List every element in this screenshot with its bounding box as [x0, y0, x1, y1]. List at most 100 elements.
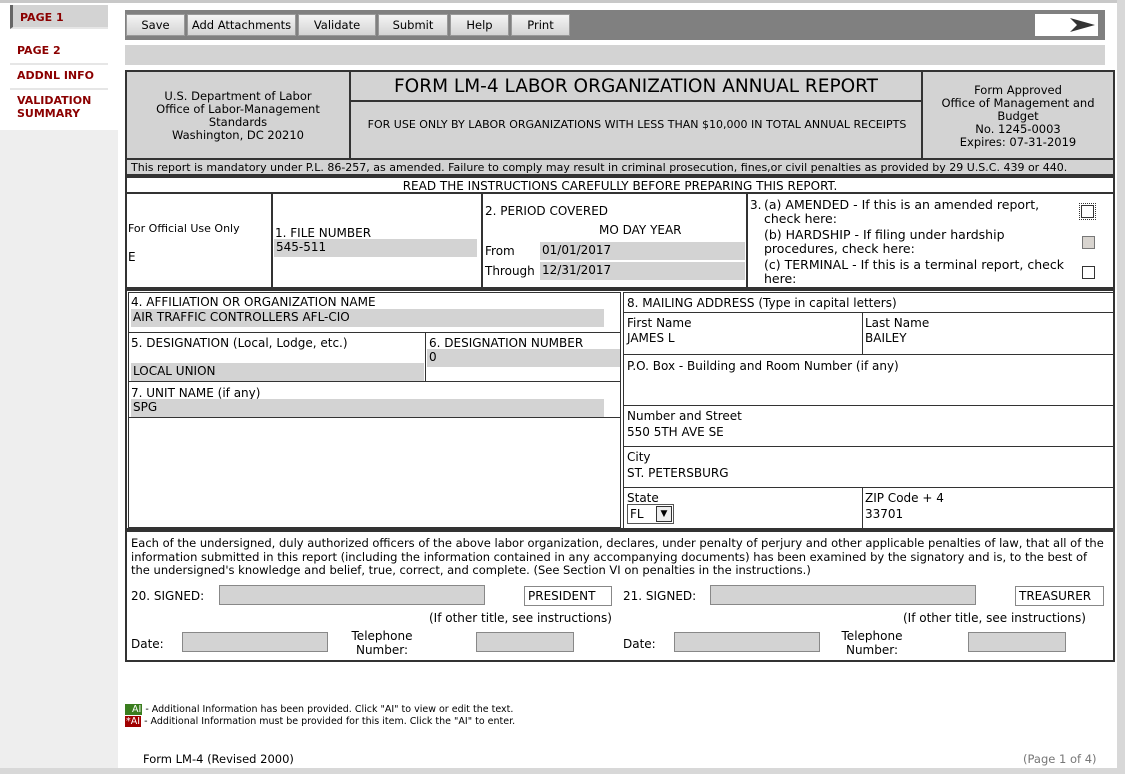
- hardship-label: (b) HARDSHIP - If filing under hardship …: [764, 227, 1005, 256]
- ai-legend: AI - Additional Information has been pro…: [125, 704, 515, 728]
- arrow-right-icon: [1070, 18, 1095, 32]
- agency-office: Office of Labor-Management Standards: [156, 102, 320, 129]
- item-3-number: 3.: [750, 198, 762, 212]
- phone-20-field[interactable]: [476, 632, 574, 652]
- sidebar-item-validation-summary[interactable]: VALIDATION SUMMARY: [17, 94, 92, 120]
- page-indicator: (Page 1 of 4): [1023, 752, 1097, 766]
- city-field[interactable]: ST. PETERSBURG: [627, 466, 729, 480]
- unit-name-field[interactable]: SPG: [131, 399, 604, 417]
- phone-21-field[interactable]: [968, 632, 1066, 652]
- period-columns: MO DAY YEAR: [599, 223, 682, 237]
- form-revision: Form LM-4 (Revised 2000): [143, 752, 294, 766]
- scrollbar[interactable]: [1117, 0, 1125, 774]
- official-use-value: E: [128, 250, 136, 264]
- signed-20-field[interactable]: [219, 585, 485, 605]
- save-button[interactable]: Save: [126, 14, 185, 36]
- organization-section: 4. AFFILIATION OR ORGANIZATION NAME AIR …: [125, 289, 1115, 530]
- sidebar-item-page-1[interactable]: PAGE 1: [10, 5, 108, 29]
- next-page-button[interactable]: [1035, 14, 1098, 36]
- designation-number-field[interactable]: 0: [427, 349, 620, 367]
- designation-label: 5. DESIGNATION (Local, Lodge, etc.): [131, 336, 348, 350]
- street-field[interactable]: 550 5TH AVE SE: [627, 425, 724, 439]
- omb-expires: Expires: 07-31-2019: [959, 135, 1077, 149]
- mandatory-notice: This report is mandatory under P.L. 86-2…: [131, 161, 1068, 174]
- omb-number: No. 1245-0003: [975, 122, 1061, 136]
- toolbar: Save Add Attachments Validate Submit Hel…: [125, 10, 1105, 40]
- signed-21-field[interactable]: [710, 585, 976, 605]
- terminal-label: (c) TERMINAL - If this is a terminal rep…: [764, 257, 1064, 286]
- identification-row: For Official Use Only E 1. FILE NUMBER 5…: [125, 192, 1115, 289]
- from-label: From: [485, 244, 515, 258]
- bottom-border: [0, 768, 1125, 774]
- signed-20-label: 20. SIGNED:: [131, 589, 205, 603]
- file-number-label: 1. FILE NUMBER: [275, 226, 372, 240]
- top-border: [0, 0, 1125, 3]
- state-label: State: [627, 491, 659, 505]
- street-label: Number and Street: [627, 409, 742, 423]
- designation-field[interactable]: LOCAL UNION: [131, 363, 424, 381]
- file-number-field[interactable]: 545-511: [274, 239, 477, 257]
- period-label: 2. PERIOD COVERED: [485, 204, 609, 218]
- official-use-label: For Official Use Only: [128, 222, 240, 235]
- agency-name: U.S. Department of Labor: [164, 89, 312, 103]
- sidebar: PAGE 1 PAGE 2 ADDNL INFO VALIDATION SUMM…: [10, 5, 108, 130]
- designation-number-label: 6. DESIGNATION NUMBER: [429, 336, 584, 350]
- last-name-label: Last Name: [865, 316, 930, 330]
- help-button[interactable]: Help: [450, 14, 509, 36]
- amended-label: (a) AMENDED - If this is an amended repo…: [764, 197, 1040, 226]
- validate-button[interactable]: Validate: [298, 14, 376, 36]
- city-label: City: [627, 450, 651, 464]
- hardship-checkbox[interactable]: [1082, 236, 1095, 249]
- last-name-field[interactable]: BAILEY: [865, 331, 907, 345]
- submit-button[interactable]: Submit: [378, 14, 448, 36]
- date-21-label: Date:: [623, 637, 656, 651]
- date-20-label: Date:: [131, 637, 164, 651]
- amended-checkbox[interactable]: [1079, 203, 1096, 220]
- date-20-field[interactable]: [182, 632, 328, 652]
- omb-approved: Form Approved: [974, 83, 1062, 97]
- org-name-label: 4. AFFILIATION OR ORGANIZATION NAME: [131, 295, 376, 309]
- zip-field[interactable]: 33701: [865, 507, 904, 521]
- state-select[interactable]: FL ▼: [627, 504, 674, 524]
- instructions-notice: READ THE INSTRUCTIONS CAREFULLY BEFORE P…: [402, 179, 838, 193]
- through-label: Through: [485, 264, 535, 278]
- phone-21-label: Telephone Number:: [841, 629, 903, 657]
- agency-address: Washington, DC 20210: [171, 128, 304, 142]
- sidebar-item-addnl-info[interactable]: ADDNL INFO: [10, 63, 108, 90]
- org-name-field[interactable]: AIR TRAFFIC CONTROLLERS AFL-CIO: [131, 309, 604, 327]
- sidebar-item-page-2[interactable]: PAGE 2: [10, 38, 108, 65]
- add-attachments-button[interactable]: Add Attachments: [187, 14, 296, 36]
- agency-block: U.S. Department of Labor Office of Labor…: [127, 90, 349, 142]
- terminal-checkbox[interactable]: [1082, 266, 1095, 279]
- title-21-field[interactable]: TREASURER: [1015, 586, 1104, 606]
- date-21-field[interactable]: [674, 632, 820, 652]
- first-name-field[interactable]: JAMES L: [627, 331, 675, 345]
- unit-name-label: 7. UNIT NAME (if any): [131, 386, 261, 400]
- period-from-field[interactable]: 01/01/2017: [540, 242, 745, 260]
- status-bar: [125, 45, 1105, 65]
- state-value: FL: [630, 507, 644, 521]
- print-button[interactable]: Print: [511, 14, 570, 36]
- form-subtitle: FOR USE ONLY BY LABOR ORGANIZATIONS WITH…: [367, 118, 907, 131]
- chevron-down-icon[interactable]: ▼: [656, 506, 672, 522]
- phone-20-label: Telephone Number:: [351, 629, 413, 657]
- signature-section: Each of the undersigned, duly authorized…: [125, 530, 1115, 662]
- left-background: [0, 130, 118, 774]
- zip-label: ZIP Code + 4: [865, 491, 944, 505]
- ai-provided-text: - Additional Information has been provid…: [142, 704, 514, 715]
- mailing-address-label: 8. MAILING ADDRESS (Type in capital lett…: [627, 296, 897, 310]
- first-name-label: First Name: [627, 316, 692, 330]
- signed-21-label: 21. SIGNED:: [623, 589, 697, 603]
- omb-office: Office of Management and Budget: [941, 96, 1095, 123]
- ai-required-text: - Additional Information must be provide…: [141, 716, 516, 727]
- ai-provided-badge[interactable]: AI: [125, 704, 143, 715]
- title-20-field[interactable]: PRESIDENT: [524, 586, 612, 606]
- form-title: FORM LM-4 LABOR ORGANIZATION ANNUAL REPO…: [394, 76, 878, 97]
- period-through-field[interactable]: 12/31/2017: [540, 262, 745, 280]
- omb-block: Form Approved Office of Management and B…: [923, 84, 1113, 149]
- po-box-label: P.O. Box - Building and Room Number (if …: [627, 359, 899, 373]
- ai-required-badge[interactable]: *AI: [125, 716, 142, 727]
- form-header: U.S. Department of Labor Office of Labor…: [125, 70, 1115, 176]
- other-title-note-21: (If other title, see instructions): [903, 611, 1086, 625]
- other-title-note-20: (If other title, see instructions): [429, 611, 612, 625]
